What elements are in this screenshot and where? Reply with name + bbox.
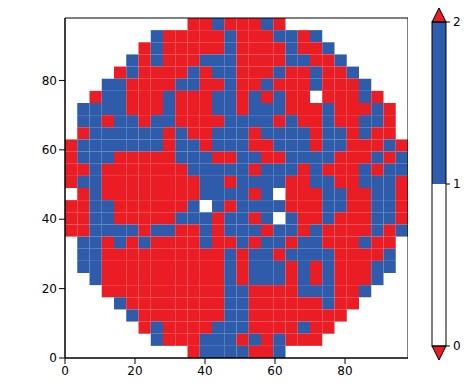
svg-text:60: 60: [42, 143, 57, 157]
svg-text:80: 80: [42, 74, 57, 88]
svg-text:0: 0: [61, 364, 69, 378]
svg-text:20: 20: [127, 364, 142, 378]
svg-text:2: 2: [453, 15, 461, 29]
svg-text:60: 60: [267, 364, 282, 378]
svg-text:40: 40: [42, 212, 57, 226]
svg-text:0: 0: [49, 351, 57, 365]
svg-text:80: 80: [337, 364, 352, 378]
svg-text:0: 0: [453, 339, 461, 353]
svg-text:40: 40: [197, 364, 212, 378]
svg-text:20: 20: [42, 282, 57, 296]
svg-text:1: 1: [453, 177, 461, 191]
